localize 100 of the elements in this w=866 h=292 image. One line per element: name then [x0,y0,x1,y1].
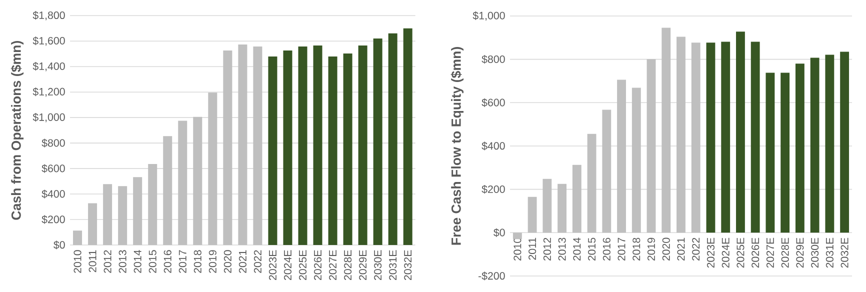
x-tick-label: 2010 [74,250,82,273]
bar [313,45,322,245]
bar [646,59,656,233]
x-tick-label: 2031E [826,238,834,268]
bar [840,52,850,233]
x-tick-label: 2014 [573,238,581,261]
x-tick-label: 2029E [796,238,804,268]
x-tick-label: 2027E [766,238,774,268]
x-tick-label: 2015 [148,250,156,273]
bar [403,28,412,245]
y-axis-title: Free Cash Flow to Equity ($mn) [450,47,464,245]
bar [528,196,537,233]
x-tick-label: 2025E [298,250,307,280]
bar [766,72,775,233]
x-tick-label: 2024E [284,250,292,280]
bar [572,164,582,233]
y-axis-title: Cash from Operations ($mn) [10,40,24,220]
bar [373,38,382,245]
x-tick-label: 2020 [662,238,670,261]
bar [208,92,218,245]
y-tick-label: $400 [482,142,505,150]
bar [328,56,338,245]
bar [795,64,804,233]
bar [148,164,158,245]
bar [178,120,188,245]
y-tick-label: $1,600 [32,36,65,46]
x-tick-label: 2021 [677,238,685,261]
bar [780,72,790,233]
bar [810,58,820,233]
bar [163,136,172,245]
x-tick-label: 2031E [389,250,397,280]
bar [558,184,567,233]
x-tick-label: 2025E [736,238,744,268]
bar [825,54,834,233]
x-tick-label: 2014 [134,250,142,273]
y-tick-label: $1,800 [32,11,65,20]
bar [721,42,730,233]
x-tick-label: 2019 [647,238,656,261]
y-tick-label: $0 [54,240,65,250]
x-tick-label: 2011 [528,238,536,260]
bar [388,33,398,245]
y-tick-label: $800 [42,138,65,148]
x-tick-label: 2018 [194,250,202,273]
bar [617,80,626,233]
y-tick-label: $800 [482,55,505,64]
bar [662,28,671,233]
bar [542,178,552,233]
bar [706,42,716,233]
x-tick-label: 2015 [588,238,596,261]
bar [103,184,112,245]
x-tick-label: 2026E [314,250,322,280]
bar [118,186,128,245]
x-tick-label: 2028E [781,238,789,268]
x-tick-label: 2018 [632,238,640,261]
bar [750,42,760,233]
bar [512,232,522,240]
y-tick-label: $400 [42,190,65,198]
x-tick-label: 2022 [692,238,700,261]
x-tick-label: 2012 [543,238,551,261]
bar [343,54,352,245]
x-tick-label: 2030E [811,238,819,268]
x-tick-label: 2017 [178,250,186,273]
x-tick-label: 2032E [404,250,412,280]
x-tick-label: 2023E [706,238,715,268]
x-tick-label: 2016 [164,250,172,273]
x-tick-label: 2024E [722,238,730,268]
x-tick-label: 2027E [328,250,337,280]
bar [358,45,368,245]
x-tick-label: 2012 [104,250,112,273]
bar [73,230,82,245]
x-tick-label: 2019 [208,250,216,273]
x-tick-label: 2029E [359,250,367,280]
bar [298,46,308,245]
x-tick-label: 2013 [558,238,566,261]
y-tick-label: $1,000 [32,112,65,122]
x-tick-label: 2017 [618,238,626,261]
y-tick-label: $1,000 [472,11,505,21]
bar [193,116,202,245]
y-tick-label: $600 [482,98,505,107]
bar [691,42,700,233]
x-tick-label: 2026E [752,238,760,268]
x-tick-label: 2023E [268,250,276,280]
x-tick-label: 2022 [254,250,262,273]
y-tick-label: $0 [494,228,505,237]
y-tick-label: $200 [42,215,65,224]
y-tick-label: -$200 [478,272,505,280]
x-tick-label: 2028E [344,250,352,280]
bar [602,110,612,233]
bar [676,36,686,233]
x-tick-label: 2030E [374,250,382,280]
bar [88,203,98,245]
x-tick-label: 2020 [224,250,232,273]
bar [587,134,596,233]
bar [223,50,232,245]
bar [238,44,248,245]
y-tick-label: $1,200 [32,87,65,97]
x-tick-label: 2011 [88,250,96,272]
x-tick-label: 2016 [602,238,610,261]
bar [283,50,292,245]
x-tick-label: 2013 [118,250,126,273]
